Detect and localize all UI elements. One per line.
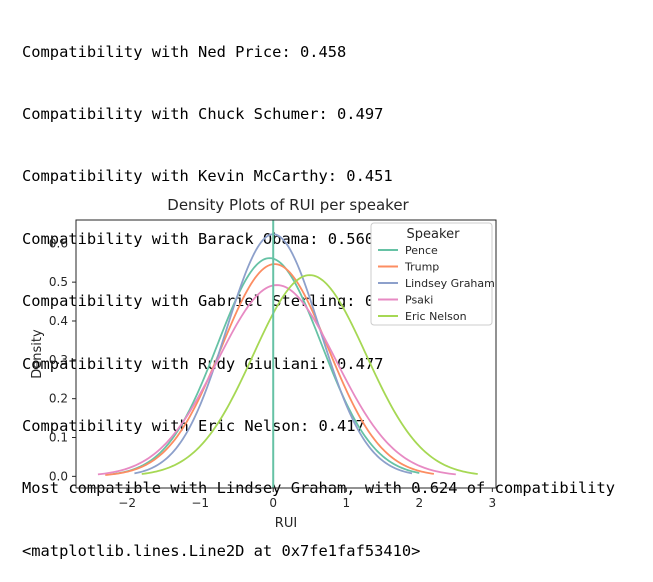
x-axis: −2 −1 0 1 2 3 — [118, 488, 496, 510]
y-tick-label: 0.4 — [49, 314, 68, 328]
series-line-pence — [112, 257, 420, 476]
x-tick-label: 0 — [269, 496, 277, 510]
legend-label: Lindsey Graham — [405, 277, 495, 290]
series-line-eric-nelson — [141, 274, 478, 475]
output-line: Compatibility with Chuck Schumer: 0.497 — [22, 104, 384, 123]
y-tick-label: 0.5 — [49, 275, 68, 289]
legend-label: Psaki — [405, 294, 433, 307]
y-tick-label: 0.3 — [49, 353, 68, 367]
output-line: Compatibility with Kevin McCarthy: 0.451 — [22, 167, 393, 186]
y-axis-label: Density — [30, 329, 45, 379]
legend-title: Speaker — [407, 227, 461, 242]
legend-box — [370, 222, 493, 326]
x-tick-label: 2 — [415, 496, 423, 510]
chart-title: Density Plots of RUI per speaker — [167, 196, 409, 214]
density-chart: Density Plots of RUI per speaker −2 −1 0 1 2… — [30, 196, 497, 531]
y-tick-label: 0.0 — [49, 469, 68, 483]
x-tick-label: −1 — [191, 496, 209, 510]
series-line-psaki — [97, 284, 456, 476]
y-axis: 0.0 0.1 0.2 0.3 0.4 0.5 0.6 — [49, 236, 76, 483]
y-tick-label: 0.2 — [49, 392, 68, 406]
legend-label: Trump — [404, 261, 439, 274]
legend-items: Pence Trump Lindsey Graham Psaki Eric Nelson — [378, 244, 495, 323]
legend: Speaker Pence Trump Lindsey Graham Psaki Eri… — [370, 222, 495, 326]
output-line: Compatibility with Ned Price: 0.458 — [22, 42, 347, 61]
x-axis-label: RUI — [275, 516, 297, 531]
x-tick-label: 3 — [489, 496, 497, 510]
x-tick-label: −2 — [118, 496, 136, 510]
output-line: Compatibility with Rudy Giuliani: 0.477 — [22, 354, 384, 373]
axes-frame — [75, 219, 497, 489]
x-tick-label: 1 — [342, 496, 350, 510]
y-tick-label: 0.6 — [49, 236, 68, 250]
legend-label: Eric Nelson — [405, 310, 467, 323]
y-tick-label: 0.1 — [49, 431, 68, 445]
series-line-trump — [105, 263, 435, 476]
plot-area — [97, 220, 478, 488]
legend-label: Pence — [405, 244, 438, 257]
density-plot-figure: Density Plots of RUI per speaker −2 −1 0 1 2… — [0, 190, 653, 551]
